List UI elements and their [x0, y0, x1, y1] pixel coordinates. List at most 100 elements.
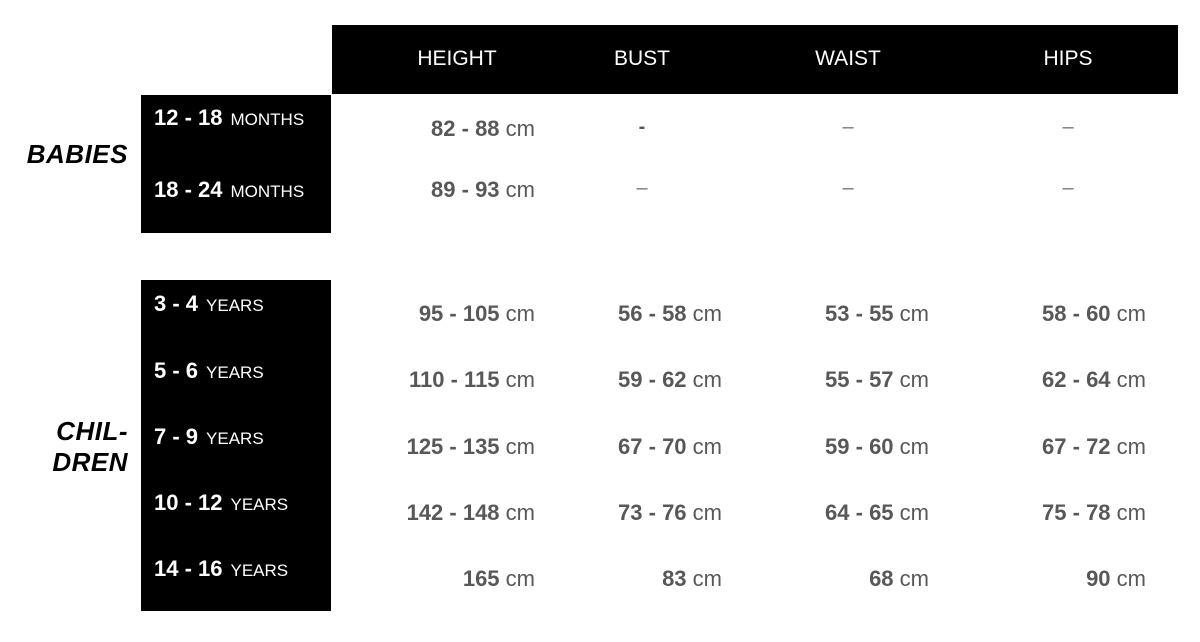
hips-value: 90 cm	[1086, 566, 1146, 592]
age-label: 7 - 9 YEARS	[154, 424, 264, 450]
measure-unit: cm	[1116, 301, 1146, 326]
measure-number: 68	[869, 566, 894, 591]
hips-value: –	[1062, 177, 1074, 199]
age-label: 10 - 12 YEARS	[154, 490, 288, 516]
measure-unit: cm	[1116, 566, 1146, 591]
age-range: 7 - 9	[154, 424, 199, 449]
measure-unit: cm	[899, 566, 929, 591]
measure-unit: cm	[692, 301, 722, 326]
measure-number: 90	[1086, 566, 1111, 591]
measure-number: 89 - 93	[431, 177, 500, 202]
age-label: 14 - 16 YEARS	[154, 556, 288, 582]
measure-unit: cm	[899, 301, 929, 326]
hips-value: –	[1062, 116, 1074, 138]
age-range: 5 - 6	[154, 358, 199, 383]
column-header-waist: WAIST	[815, 47, 881, 70]
measure-number: 110 - 115	[409, 367, 500, 392]
waist-value: 68 cm	[869, 566, 929, 592]
measure-unit: cm	[505, 177, 535, 202]
waist-value: 64 - 65 cm	[825, 500, 929, 526]
group-label-line: CHIL-	[56, 416, 128, 446]
measure-number: 75 - 78	[1042, 500, 1111, 525]
measure-number: 95 - 105	[418, 301, 500, 326]
measure-unit: cm	[692, 500, 722, 525]
age-unit: MONTHS	[230, 182, 305, 201]
measure-unit: cm	[505, 434, 535, 459]
group-label-line: BABIES	[26, 139, 128, 169]
measure-unit: cm	[505, 500, 535, 525]
measure-number: 55 - 57	[825, 367, 894, 392]
age-label: 3 - 4 YEARS	[154, 291, 264, 317]
measure-unit: cm	[505, 566, 535, 591]
measure-unit: cm	[692, 434, 722, 459]
height-value: 125 - 135 cm	[407, 434, 535, 460]
measure-number: 83	[662, 566, 687, 591]
measure-number: 56 - 58	[618, 301, 687, 326]
bust-value: 59 - 62 cm	[618, 367, 722, 393]
bust-value: 67 - 70 cm	[618, 434, 722, 460]
column-header-hips: HIPS	[1043, 47, 1093, 70]
waist-value: –	[842, 177, 854, 199]
age-label: 18 - 24 MONTHS	[154, 177, 304, 203]
height-value: 89 - 93 cm	[431, 177, 535, 203]
measure-unit: cm	[1116, 500, 1146, 525]
age-column-children: 3 - 4 YEARS 5 - 6 YEARS 7 - 9 YEARS 10 - 12 YEA…	[141, 280, 331, 611]
hips-value: 58 - 60 cm	[1042, 301, 1146, 327]
waist-value: 53 - 55 cm	[825, 301, 929, 327]
measure-number: 59 - 60	[825, 434, 894, 459]
column-header-height: HEIGHT	[417, 47, 497, 70]
height-value: 110 - 115 cm	[409, 367, 535, 393]
measure-unit: cm	[505, 116, 535, 141]
age-unit: YEARS	[230, 495, 289, 514]
bust-value: –	[636, 177, 648, 199]
measure-number: 165	[462, 566, 500, 591]
age-label: 5 - 6 YEARS	[154, 358, 264, 384]
measure-number: 142 - 148	[406, 500, 500, 525]
bust-value: 56 - 58 cm	[618, 301, 722, 327]
height-value: 165 cm	[463, 566, 535, 592]
measure-number: 73 - 76	[618, 500, 687, 525]
waist-value: 59 - 60 cm	[825, 434, 929, 460]
measure-number: 59 - 62	[618, 367, 687, 392]
group-label-babies: BABIES	[27, 139, 128, 170]
measure-unit: cm	[899, 367, 929, 392]
age-range: 12 - 18	[154, 105, 223, 130]
measure-number: 67 - 72	[1042, 434, 1111, 459]
height-value: 95 - 105 cm	[419, 301, 535, 327]
age-range: 3 - 4	[154, 291, 199, 316]
age-unit: YEARS	[206, 296, 264, 315]
age-range: 18 - 24	[154, 177, 223, 202]
column-header-bar: HEIGHT BUST WAIST HIPS	[332, 25, 1178, 94]
measure-unit: cm	[692, 367, 722, 392]
bust-value: 83 cm	[662, 566, 722, 592]
hips-value: 67 - 72 cm	[1042, 434, 1146, 460]
measure-unit: cm	[505, 301, 535, 326]
bust-value: -	[638, 116, 646, 138]
bust-value: 73 - 76 cm	[618, 500, 722, 526]
group-label-line: DREN	[52, 447, 128, 477]
age-label: 12 - 18 MONTHS	[154, 105, 304, 131]
measure-unit: cm	[899, 500, 929, 525]
age-unit: YEARS	[230, 561, 289, 580]
measure-number: 64 - 65	[825, 500, 894, 525]
measure-number: 62 - 64	[1042, 367, 1111, 392]
measure-number: 125 - 135	[406, 434, 500, 459]
age-range: 14 - 16	[154, 556, 223, 581]
hips-value: 75 - 78 cm	[1042, 500, 1146, 526]
age-unit: YEARS	[206, 429, 264, 448]
height-value: 142 - 148 cm	[407, 500, 535, 526]
height-value: 82 - 88 cm	[431, 116, 535, 142]
measure-unit: cm	[1116, 434, 1146, 459]
waist-value: 55 - 57 cm	[825, 367, 929, 393]
hips-value: 62 - 64 cm	[1042, 367, 1146, 393]
measure-number: 53 - 55	[825, 301, 894, 326]
measure-number: 58 - 60	[1042, 301, 1111, 326]
age-unit: MONTHS	[230, 110, 305, 129]
measure-unit: cm	[899, 434, 929, 459]
measure-number: 82 - 88	[431, 116, 500, 141]
measure-unit: cm	[692, 566, 722, 591]
age-unit: YEARS	[206, 363, 264, 382]
measure-number: 67 - 70	[618, 434, 687, 459]
age-column-babies: 12 - 18 MONTHS 18 - 24 MONTHS	[141, 95, 331, 233]
age-range: 10 - 12	[154, 490, 223, 515]
